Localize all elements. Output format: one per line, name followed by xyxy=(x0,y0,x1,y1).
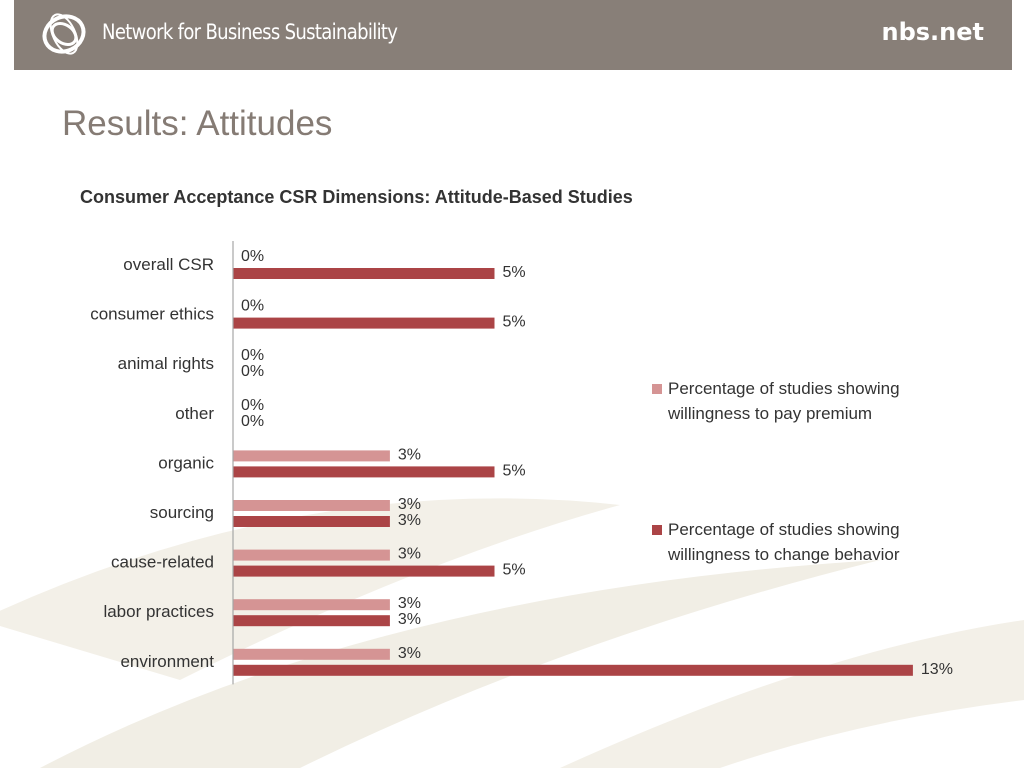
legend-item-pay-premium: Percentage of studies showing willingnes… xyxy=(652,377,912,426)
data-label-cause-related-series-0: 3% xyxy=(398,546,421,563)
category-label-labor-practices: labor practices xyxy=(103,602,214,621)
data-label-organic-series-0: 3% xyxy=(398,446,421,463)
data-label-sourcing-series-1: 3% xyxy=(398,512,421,529)
category-label-cause-related: cause-related xyxy=(111,553,214,572)
data-label-environment-series-1: 13% xyxy=(921,661,953,678)
data-label-overall-csr-series-1: 5% xyxy=(503,264,526,281)
bar-organic-series-1 xyxy=(233,466,495,478)
slide-title: Results: Attitudes xyxy=(62,104,333,143)
data-label-labor-practices-series-0: 3% xyxy=(398,595,421,612)
site-url: nbs.net xyxy=(881,18,984,46)
category-label-other: other xyxy=(175,404,214,423)
legend-label-pay-premium: Percentage of studies showing willingnes… xyxy=(668,379,900,423)
legend-label-change-behavior: Percentage of studies showing willingnes… xyxy=(668,520,900,564)
bar-cause-related-series-1 xyxy=(233,565,495,577)
bar-cause-related-series-0 xyxy=(233,549,390,561)
bar-environment-series-0 xyxy=(233,648,390,660)
bar-environment-series-1 xyxy=(233,664,913,676)
legend-swatch-pay-premium xyxy=(652,384,662,394)
data-label-other-series-0: 0% xyxy=(241,397,264,414)
ring-swirl-icon xyxy=(42,13,86,55)
bar-labor-practices-series-1 xyxy=(233,615,390,627)
category-label-organic: organic xyxy=(158,453,214,472)
legend-item-change-behavior: Percentage of studies showing willingnes… xyxy=(652,518,912,567)
category-label-consumer-ethics: consumer ethics xyxy=(90,305,214,324)
header-bar: Network for Business Sustainability nbs.… xyxy=(14,0,1012,70)
data-label-overall-csr-series-0: 0% xyxy=(241,248,264,265)
data-label-sourcing-series-0: 3% xyxy=(398,496,421,513)
bar-labor-practices-series-0 xyxy=(233,599,390,611)
bar-overall-csr-series-1 xyxy=(233,268,495,279)
data-label-organic-series-1: 5% xyxy=(503,462,526,479)
legend-swatch-change-behavior xyxy=(652,525,662,535)
category-label-overall-csr: overall CSR xyxy=(123,255,214,274)
bar-sourcing-series-1 xyxy=(233,516,390,527)
category-label-environment: environment xyxy=(120,652,214,671)
data-label-consumer-ethics-series-1: 5% xyxy=(503,314,526,331)
data-label-animal-rights-series-0: 0% xyxy=(241,347,264,364)
data-label-environment-series-0: 3% xyxy=(398,645,421,662)
data-label-labor-practices-series-1: 3% xyxy=(398,611,421,628)
category-label-sourcing: sourcing xyxy=(150,503,214,522)
bar-consumer-ethics-series-1 xyxy=(233,317,495,329)
data-label-consumer-ethics-series-0: 0% xyxy=(241,298,264,315)
data-label-other-series-1: 0% xyxy=(241,413,264,430)
chart-title: Consumer Acceptance CSR Dimensions: Atti… xyxy=(80,187,633,207)
bar-sourcing-series-0 xyxy=(233,500,390,511)
data-label-animal-rights-series-1: 0% xyxy=(241,363,264,380)
data-label-cause-related-series-1: 5% xyxy=(503,562,526,579)
category-label-animal-rights: animal rights xyxy=(118,354,214,373)
org-name: Network for Business Sustainability xyxy=(102,20,398,44)
bar-organic-series-0 xyxy=(233,450,390,462)
